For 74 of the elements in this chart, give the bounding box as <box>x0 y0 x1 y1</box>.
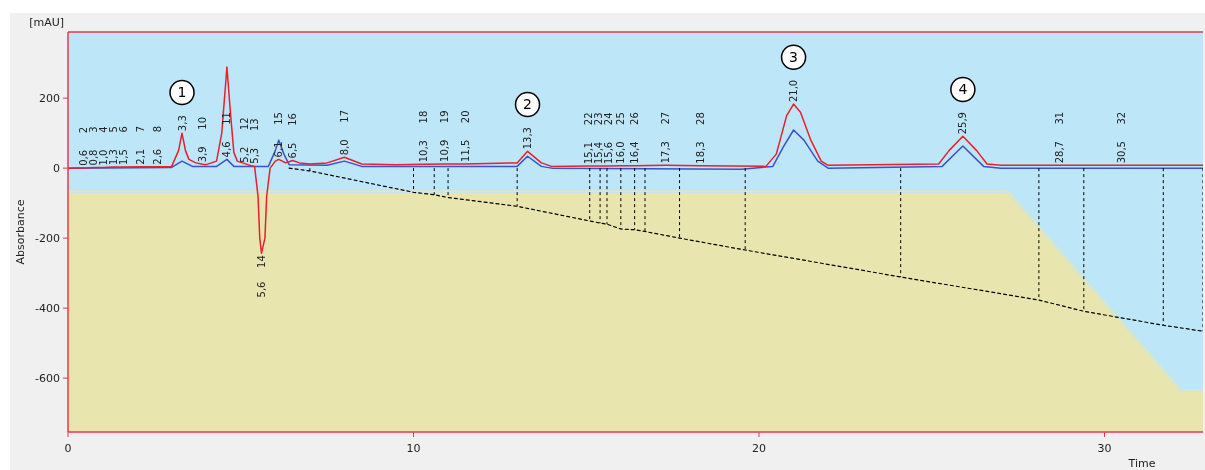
annotation: 1,3 <box>108 149 120 166</box>
annotation: 14 <box>255 255 267 268</box>
annotation: 25,9 <box>957 112 969 135</box>
y-tick-label: 200 <box>39 91 60 105</box>
annotation: 17,3 <box>660 141 672 164</box>
annotation: 6 <box>118 126 130 133</box>
x-axis-title: Time <box>1127 457 1156 470</box>
annotation: 31 <box>1054 111 1066 125</box>
y-axis-title: Absorbance <box>13 199 27 265</box>
annotation: 2,1 <box>135 148 147 165</box>
text: [mAU] <box>29 16 64 29</box>
y-tick-label: -600 <box>35 371 60 385</box>
annotation: 13,3 <box>522 127 534 150</box>
annotation: 3 <box>88 126 100 133</box>
annotation: 6,5 <box>287 142 299 159</box>
annotation: 5,6 <box>255 281 267 298</box>
annotation: 2 <box>78 126 90 134</box>
annotation: 30,5 <box>1116 141 1128 164</box>
annotation: 17 <box>338 109 350 123</box>
annotation: 15,4 <box>593 141 605 165</box>
y-tick-label: -400 <box>35 301 60 315</box>
annotation: 5,2 <box>238 146 250 163</box>
annotation: 5,3 <box>248 147 260 164</box>
annotation: 1,0 <box>98 149 110 166</box>
y-tick-label: 0 <box>53 161 60 175</box>
annotation: 2 <box>523 96 532 113</box>
annotation: 0,8 <box>88 149 100 166</box>
x-tick-label: 30 <box>1097 442 1112 455</box>
annotation: 16,0 <box>615 141 627 164</box>
annotation: 0,6 <box>78 149 90 166</box>
annotation: 8 <box>152 125 164 133</box>
annotation: 1 <box>177 84 187 101</box>
annotation: 10,3 <box>418 140 430 163</box>
annotation: 28 <box>694 112 706 125</box>
annotation: 18 <box>418 110 430 124</box>
annotation: 10,9 <box>439 139 451 162</box>
annotation: 4 <box>958 81 968 98</box>
annotation: 12 <box>238 117 250 131</box>
annotation: 18,3 <box>694 141 706 164</box>
annotation: 25 <box>615 112 627 125</box>
y-tick-label: -200 <box>35 231 60 245</box>
annotation: 27 <box>660 111 672 125</box>
annotation: 2,6 <box>152 148 164 165</box>
annotation: 6,1 <box>273 141 285 158</box>
annotation: 1,5 <box>118 149 130 166</box>
annotation: 16 <box>287 113 299 126</box>
annotation: 3,3 <box>176 115 188 132</box>
annotation: 32 <box>1116 111 1128 125</box>
annotation: 3 <box>789 49 799 66</box>
x-tick-label: 0 <box>64 442 72 455</box>
annotation: 22 <box>583 112 595 126</box>
annotation: 20 <box>459 110 471 124</box>
x-tick-label: 10 <box>406 442 421 455</box>
annotation: 24 <box>603 112 615 126</box>
annotation: 19 <box>439 110 451 124</box>
annotation: 8,0 <box>338 139 350 156</box>
annotation: 15 <box>273 112 285 125</box>
annotation: 15,1 <box>583 141 595 165</box>
annotation: 16,4 <box>629 141 641 164</box>
annotation: 15,6 <box>603 141 615 165</box>
annotation: 11 <box>221 112 233 125</box>
x-tick-label: 20 <box>752 442 767 455</box>
annotation: 28,7 <box>1054 141 1066 164</box>
annotation: 11,5 <box>459 139 471 162</box>
annotation: 4 <box>98 126 110 133</box>
annotation: 3,9 <box>197 146 209 163</box>
annotation: 26 <box>629 112 641 125</box>
annotation: 13 <box>248 118 260 132</box>
annotation: 21,0 <box>788 79 800 103</box>
annotation: 5 <box>108 126 120 133</box>
annotation: 4,6 <box>221 141 233 158</box>
annotation: 7 <box>135 125 147 133</box>
annotation: 23 <box>593 112 605 126</box>
annotation: 10 <box>197 116 209 130</box>
